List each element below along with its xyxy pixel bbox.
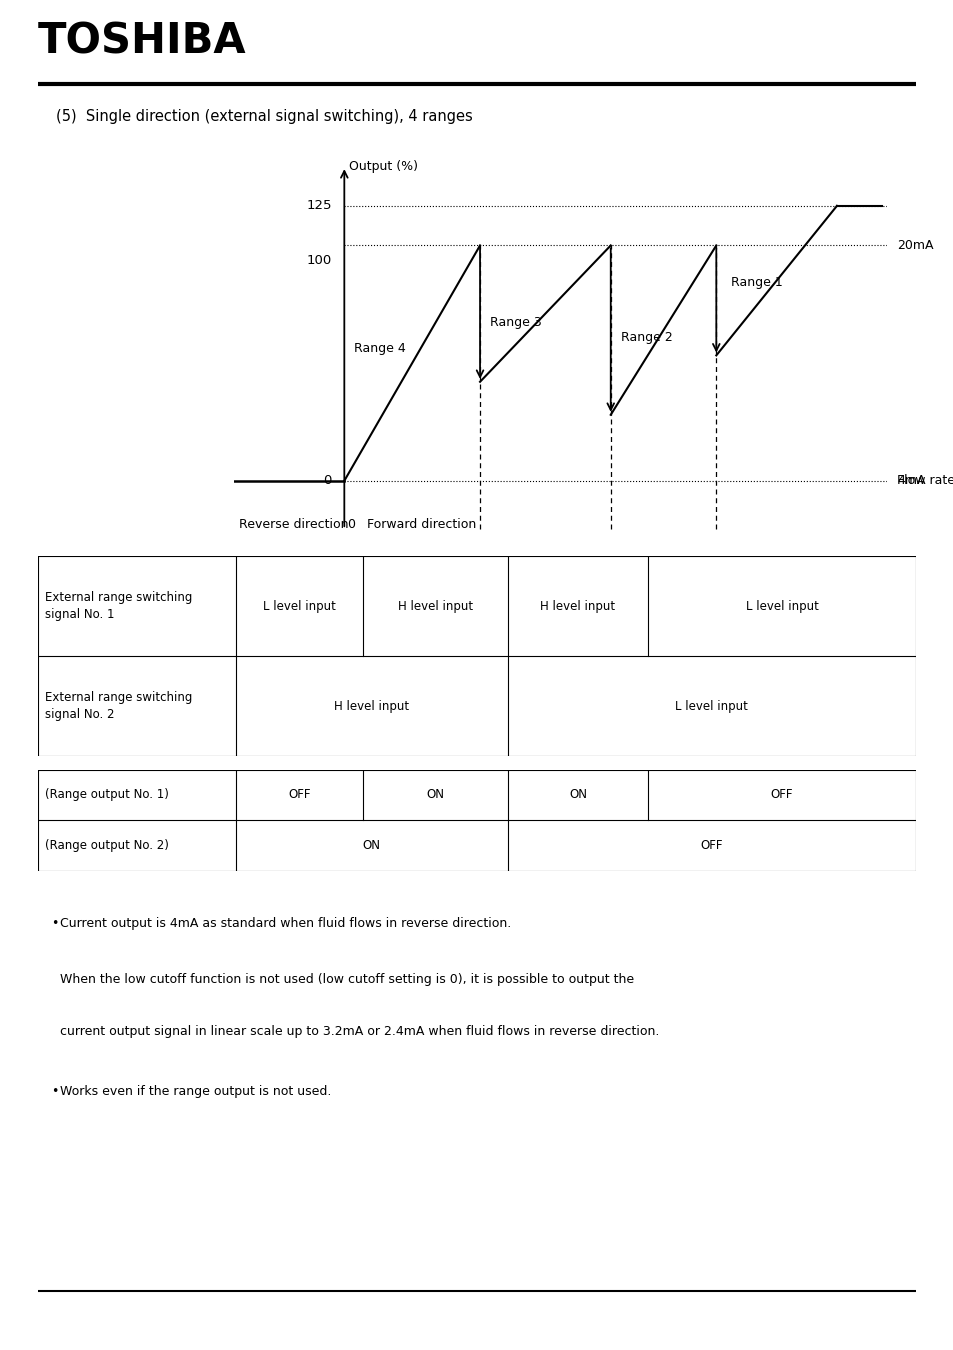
Text: ON: ON — [568, 788, 586, 802]
Text: Range 4: Range 4 — [354, 343, 406, 355]
Text: L level input: L level input — [745, 599, 818, 613]
Text: Flow rate: Flow rate — [897, 474, 953, 487]
Text: •: • — [51, 1085, 59, 1099]
Text: Range 1: Range 1 — [731, 277, 782, 289]
Text: OFF: OFF — [700, 838, 722, 852]
Text: TOSHIBA: TOSHIBA — [38, 20, 247, 63]
Text: External range switching
signal No. 2: External range switching signal No. 2 — [45, 691, 193, 721]
Text: External range switching
signal No. 1: External range switching signal No. 1 — [45, 591, 193, 621]
Text: •: • — [51, 917, 59, 930]
Text: 0: 0 — [347, 518, 355, 532]
Text: OFF: OFF — [288, 788, 310, 802]
Text: L level input: L level input — [263, 599, 335, 613]
Text: Reverse direction: Reverse direction — [238, 518, 348, 532]
Text: When the low cutoff function is not used (low cutoff setting is 0), it is possib: When the low cutoff function is not used… — [60, 973, 634, 985]
Text: current output signal in linear scale up to 3.2mA or 2.4mA when fluid flows in r: current output signal in linear scale up… — [60, 1025, 659, 1038]
Text: H level input: H level input — [397, 599, 473, 613]
Text: Output (%): Output (%) — [349, 159, 418, 173]
Text: 0: 0 — [323, 474, 332, 487]
Text: Range 2: Range 2 — [620, 331, 672, 344]
Text: (Range output No. 2): (Range output No. 2) — [45, 838, 169, 852]
Text: (5)  Single direction (external signal switching), 4 ranges: (5) Single direction (external signal sw… — [55, 108, 472, 124]
Text: H level input: H level input — [539, 599, 615, 613]
Text: 125: 125 — [306, 200, 332, 212]
Text: 100: 100 — [306, 254, 332, 267]
Text: OFF: OFF — [770, 788, 792, 802]
Text: 4mA: 4mA — [897, 474, 924, 487]
Text: ON: ON — [362, 838, 380, 852]
Text: H level input: H level input — [334, 699, 409, 713]
Text: 20mA: 20mA — [897, 239, 933, 252]
Text: ON: ON — [426, 788, 444, 802]
Text: Range 3: Range 3 — [490, 316, 541, 329]
Text: Current output is 4mA as standard when fluid flows in reverse direction.: Current output is 4mA as standard when f… — [60, 917, 511, 930]
Text: (Range output No. 1): (Range output No. 1) — [45, 788, 169, 802]
Text: Forward direction: Forward direction — [367, 518, 476, 532]
Text: Works even if the range output is not used.: Works even if the range output is not us… — [60, 1085, 331, 1099]
Text: L level input: L level input — [675, 699, 747, 713]
